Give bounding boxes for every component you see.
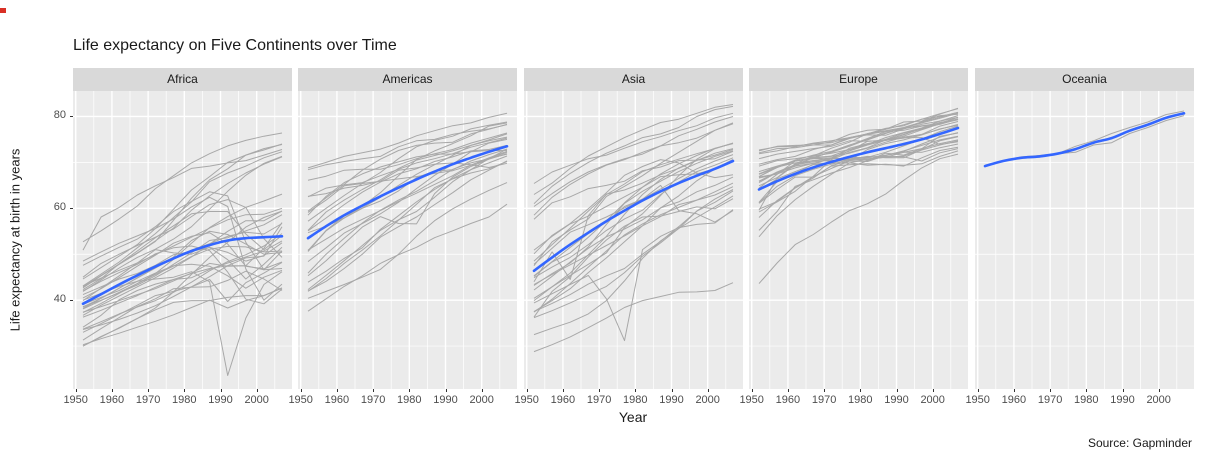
- x-tick-mark: [184, 389, 186, 392]
- x-tick-mark: [373, 389, 375, 392]
- x-tick-label: 1980: [848, 394, 873, 406]
- x-tick-row: 1950 1960 1970 1980 1990 2000: [965, 389, 1194, 411]
- x-tick-mark: [932, 389, 934, 392]
- x-tick-row: 1950 1960 1970 1980 1990 2000: [63, 389, 292, 411]
- x-tick-label: 1960: [550, 394, 576, 406]
- x-tick-mark: [787, 389, 789, 392]
- facet-plot-africa: [73, 91, 292, 389]
- x-tick-label: 1990: [208, 394, 233, 406]
- facet-panel-africa: Africa 1950 1960 1970 1980 1990 2000: [63, 68, 292, 411]
- x-axis-title: Year: [618, 409, 648, 425]
- facet-strip-asia: Asia: [524, 68, 743, 91]
- x-tick-label: 1950: [965, 394, 990, 406]
- x-tick-label: 1990: [433, 394, 458, 406]
- x-tick-label: 1980: [623, 394, 648, 406]
- x-tick-mark: [751, 389, 753, 392]
- x-tick-mark: [599, 389, 601, 392]
- x-tick-label: 1990: [884, 394, 909, 406]
- x-tick-row: 1950 1960 1970 1980 1990 2000: [514, 389, 743, 411]
- x-tick-label: 1950: [63, 394, 88, 406]
- x-tick-label: 1970: [360, 394, 386, 406]
- x-tick-mark: [1013, 389, 1015, 392]
- x-tick-mark: [409, 389, 411, 392]
- x-tick-mark: [824, 389, 826, 392]
- x-tick-label: 1950: [514, 394, 539, 406]
- x-tick-label: 2000: [1146, 394, 1171, 406]
- y-tick-label-40: 40: [53, 293, 66, 305]
- x-tick-label: 1970: [586, 394, 612, 406]
- facet-panel-oceania: Oceania 1950 1960 1970 1980 1990 2000: [965, 68, 1194, 411]
- x-tick-mark: [256, 389, 258, 392]
- chart-title: Life expectancy on Five Continents over …: [73, 37, 397, 54]
- x-tick-label: 1950: [739, 394, 764, 406]
- x-tick-mark: [481, 389, 483, 392]
- x-tick-label: 2000: [920, 394, 945, 406]
- x-tick-mark: [336, 389, 338, 392]
- y-tick-mark: [70, 300, 73, 301]
- x-tick-mark: [445, 389, 447, 392]
- red-corner-mark: [0, 8, 6, 13]
- facet-panel-europe: Europe 1950 1960 1970 1980 1990 2000: [739, 68, 968, 411]
- x-tick-label: 1980: [397, 394, 422, 406]
- x-tick-mark: [300, 389, 302, 392]
- x-tick-mark: [635, 389, 637, 392]
- x-tick-label: 1960: [1001, 394, 1027, 406]
- facet-panel-asia: Asia 1950 1960 1970 1980 1990 2000: [514, 68, 743, 411]
- x-tick-mark: [860, 389, 862, 392]
- facet-strip-oceania: Oceania: [975, 68, 1194, 91]
- x-tick-row: 1950 1960 1970 1980 1990 2000: [739, 389, 968, 411]
- x-tick-label: 1970: [811, 394, 837, 406]
- x-tick-mark: [1122, 389, 1124, 392]
- x-tick-label: 2000: [695, 394, 720, 406]
- facet-strip-americas: Americas: [298, 68, 517, 91]
- source-caption: Source: Gapminder: [1087, 436, 1192, 450]
- x-tick-mark: [1050, 389, 1052, 392]
- x-tick-label: 1980: [172, 394, 197, 406]
- x-tick-label: 1960: [99, 394, 125, 406]
- x-tick-mark: [1086, 389, 1088, 392]
- x-tick-label: 2000: [469, 394, 494, 406]
- x-tick-mark: [671, 389, 673, 392]
- facet-strip-europe: Europe: [749, 68, 968, 91]
- facet-plot-oceania: [975, 91, 1194, 389]
- facet-plot-americas: [298, 91, 517, 389]
- facet-panel-americas: Americas 1950 1960 1970 1980 1990 2000: [288, 68, 517, 411]
- x-tick-label: 1960: [324, 394, 350, 406]
- x-tick-mark: [526, 389, 528, 392]
- facet-plot-asia: [524, 91, 743, 389]
- x-tick-mark: [977, 389, 979, 392]
- x-tick-label: 1970: [135, 394, 161, 406]
- x-tick-label: 1990: [659, 394, 684, 406]
- x-tick-label: 1960: [775, 394, 801, 406]
- x-tick-row: 1950 1960 1970 1980 1990 2000: [288, 389, 517, 411]
- facet-plot-europe: [749, 91, 968, 389]
- y-tick-mark: [70, 208, 73, 209]
- x-tick-label: 1950: [288, 394, 313, 406]
- x-tick-label: 2000: [244, 394, 269, 406]
- y-tick-mark: [70, 116, 73, 117]
- y-axis-title: Life expectancy at birth in years: [7, 148, 23, 332]
- facet-strip-africa: Africa: [73, 68, 292, 91]
- x-tick-mark: [896, 389, 898, 392]
- x-tick-mark: [75, 389, 77, 392]
- x-tick-mark: [562, 389, 564, 392]
- x-tick-mark: [707, 389, 709, 392]
- x-tick-label: 1990: [1110, 394, 1135, 406]
- x-tick-label: 1970: [1037, 394, 1063, 406]
- y-tick-label-60: 60: [53, 201, 66, 213]
- x-tick-label: 1980: [1074, 394, 1099, 406]
- x-tick-mark: [148, 389, 150, 392]
- y-tick-label-80: 80: [53, 109, 66, 121]
- x-tick-mark: [220, 389, 222, 392]
- x-tick-mark: [111, 389, 113, 392]
- x-tick-mark: [1158, 389, 1160, 392]
